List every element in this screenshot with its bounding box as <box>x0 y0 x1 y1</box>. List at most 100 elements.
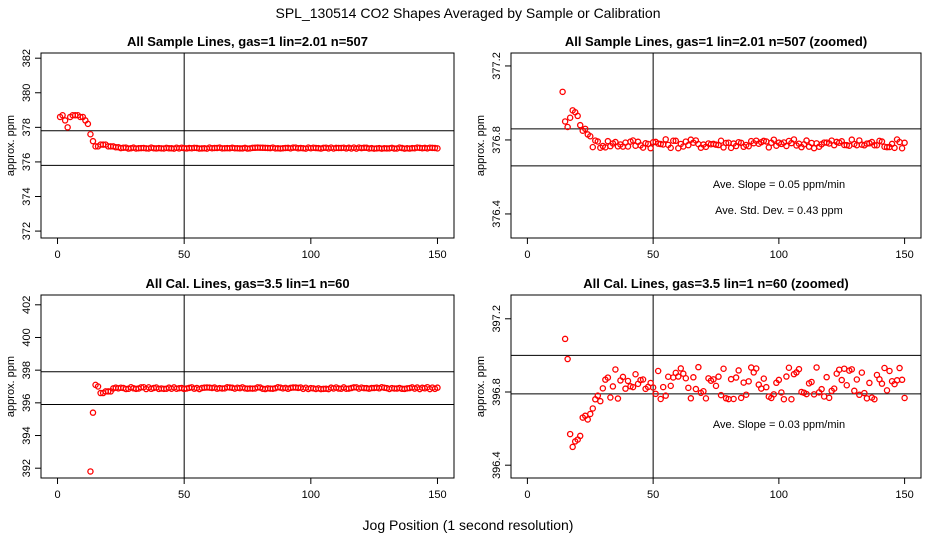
data-point <box>632 370 639 378</box>
data-point <box>858 369 866 376</box>
data-point <box>59 111 66 119</box>
data-point <box>89 409 97 416</box>
data-point <box>594 138 602 145</box>
data-point <box>589 143 597 151</box>
data-point <box>662 136 669 143</box>
data-point <box>715 373 722 380</box>
data-point <box>594 392 602 399</box>
data-point <box>589 405 597 412</box>
data-point <box>898 376 906 384</box>
data-point <box>652 390 659 398</box>
y-tick-label: 396.8 <box>491 378 503 406</box>
data-point <box>785 364 793 372</box>
y-axis-label: approx. ppm <box>475 115 487 176</box>
data-point <box>431 144 439 152</box>
data-point <box>760 375 768 382</box>
data-point <box>61 117 69 124</box>
data-point <box>609 383 617 390</box>
y-axis-label: approx. ppm <box>5 115 17 176</box>
x-tick-label: 150 <box>428 489 446 501</box>
data-point <box>564 355 571 363</box>
data-point <box>672 137 680 145</box>
data-point <box>808 378 815 386</box>
data-point <box>740 379 747 386</box>
data-point <box>891 144 898 152</box>
data-point <box>775 376 783 384</box>
y-tick-label: 372 <box>21 222 33 240</box>
data-point <box>647 144 654 152</box>
data-point <box>659 383 667 391</box>
figure-title: SPL_130514 CO2 Shapes Averaged by Sample… <box>276 5 661 21</box>
data-point <box>863 395 871 402</box>
data-point <box>675 373 682 380</box>
data-point <box>803 137 810 144</box>
data-point <box>710 376 717 383</box>
data-point <box>783 142 790 150</box>
data-point <box>434 145 441 152</box>
data-point <box>883 387 891 394</box>
data-point <box>561 335 569 343</box>
data-point <box>861 389 868 397</box>
data-point <box>702 395 710 402</box>
data-point <box>717 391 725 399</box>
data-point <box>717 137 725 144</box>
data-point <box>87 131 94 138</box>
data-point <box>813 364 820 371</box>
panel-title: All Sample Lines, gas=1 lin=2.01 n=507 <box>127 34 368 49</box>
data-point <box>664 373 672 380</box>
data-point <box>898 145 906 152</box>
data-point <box>823 373 830 381</box>
data-point <box>599 385 607 392</box>
data-point <box>881 364 888 372</box>
data-point <box>624 377 632 385</box>
x-tick-label: 0 <box>54 249 60 261</box>
data-point <box>94 383 102 390</box>
plot-frame <box>40 52 455 239</box>
data-point <box>901 394 908 402</box>
y-tick-label: 377.2 <box>491 52 503 80</box>
data-point <box>604 137 612 145</box>
data-point <box>901 139 908 147</box>
data-point <box>657 395 664 403</box>
data-point <box>84 120 92 128</box>
data-point <box>104 388 112 395</box>
plot-frame <box>40 294 455 479</box>
chart-panel: All Cal. Lines, gas=3.5 lin=1 n=60 (zoom… <box>475 276 922 501</box>
chart-panel: All Cal. Lines, gas=3.5 lin=1 n=60 approx… <box>5 276 455 501</box>
data-point <box>662 392 669 399</box>
data-point <box>692 385 700 393</box>
x-tick-label: 100 <box>770 249 788 261</box>
x-tick-label: 0 <box>524 489 530 501</box>
y-tick-label: 400 <box>21 328 33 346</box>
data-point <box>597 397 604 405</box>
data-point <box>649 384 657 391</box>
data-point <box>745 143 752 150</box>
x-tick-label: 150 <box>895 489 913 501</box>
data-point <box>77 113 84 121</box>
data-point <box>576 121 584 129</box>
x-tick-label: 150 <box>428 249 446 261</box>
data-point <box>581 125 589 133</box>
y-axis-label: approx. ppm <box>5 356 17 417</box>
x-tick-label: 50 <box>178 489 190 501</box>
data-point <box>866 379 873 387</box>
data-point <box>559 88 566 96</box>
data-point <box>89 137 97 145</box>
data-point <box>838 376 845 384</box>
y-tick-label: 398 <box>21 361 33 379</box>
data-point <box>574 112 581 120</box>
data-point <box>835 366 843 373</box>
data-point <box>639 376 647 383</box>
data-point <box>732 374 740 381</box>
chart-panel: All Sample Lines, gas=1 lin=2.01 n=507 ap… <box>5 34 455 261</box>
panel-title: All Cal. Lines, gas=3.5 lin=1 n=60 <box>145 276 349 291</box>
data-point <box>685 384 692 392</box>
chart-panel: All Sample Lines, gas=1 lin=2.01 n=507 (… <box>475 34 922 261</box>
data-point <box>624 143 632 150</box>
data-point <box>763 383 770 391</box>
y-tick-label: 378 <box>21 118 33 136</box>
data-point <box>712 382 720 390</box>
y-tick-label: 394 <box>21 426 33 444</box>
